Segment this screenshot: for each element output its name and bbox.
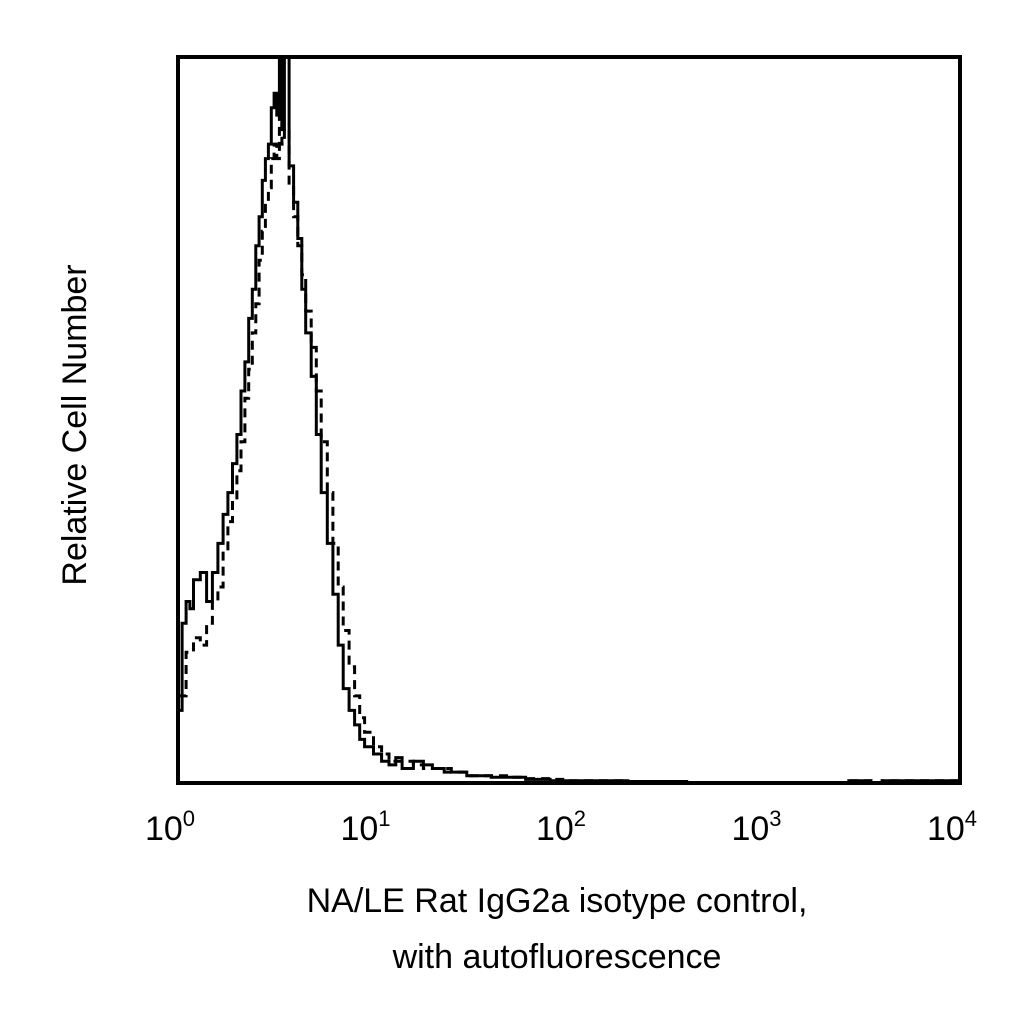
- x-tick-base: 10: [927, 810, 965, 848]
- series-layer: [178, 55, 962, 785]
- histogram-series-solid: [178, 55, 962, 785]
- x-tick-exponent: 2: [574, 806, 586, 831]
- x-tick-exponent: 4: [965, 806, 977, 831]
- x-tick-labels: 100 101 102 103 104: [145, 806, 977, 848]
- x-tick-label: 101: [340, 806, 390, 848]
- y-axis-title: Relative Cell Number: [56, 264, 94, 585]
- plot-frame: [176, 55, 962, 785]
- x-tick-exponent: 1: [378, 806, 390, 831]
- x-tick-base: 10: [536, 810, 574, 848]
- x-tick-base: 10: [145, 810, 183, 848]
- x-tick-exponent: 3: [769, 806, 781, 831]
- x-tick-exponent: 0: [183, 806, 195, 831]
- x-tick-label: 104: [927, 806, 977, 848]
- histogram-series-dashed: [178, 113, 962, 785]
- x-tick-label: 103: [731, 806, 781, 848]
- x-tick-label: 102: [536, 806, 586, 848]
- x-tick-base: 10: [340, 810, 378, 848]
- x-axis-title-line-2: with autofluorescence: [392, 938, 722, 976]
- x-tick-label: 100: [145, 806, 195, 848]
- x-tick-base: 10: [731, 810, 769, 848]
- x-axis-title-line-1: NA/LE Rat IgG2a isotype control,: [307, 882, 808, 920]
